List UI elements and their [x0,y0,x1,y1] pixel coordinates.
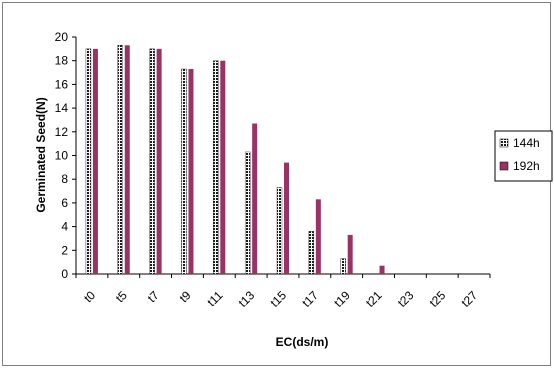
bar-144h-t15 [276,187,283,275]
y-tick-label: 14 [55,101,69,115]
y-axis-title: Germinated Seed(N) [34,97,48,212]
bars [85,45,385,275]
bar-192h-t9 [188,68,194,275]
x-tick-label: t25 [427,288,449,310]
bar-192h-t11 [220,60,226,275]
bar-144h-t5 [117,45,123,275]
bar-192h-t13 [252,123,258,274]
legend: 144h 192h [494,130,553,182]
bar-144h-t0 [85,48,92,275]
y-tick-label: 16 [55,77,69,91]
legend-swatch-144h [499,138,509,148]
x-tick-label: t0 [81,288,98,305]
bar-192h-t21 [379,265,385,274]
x-tick-label: t13 [236,288,258,310]
x-tick-label: t9 [177,288,194,305]
y-tick-label: 0 [61,267,68,281]
bar-144h-t19 [340,258,346,275]
x-tick-label: t15 [267,288,289,310]
x-tick-label: t17 [299,288,321,310]
bar-144h-t13 [244,151,251,275]
y-tick-labels: 0 2 4 6 8 10 12 14 16 18 20 [55,30,76,281]
bar-192h-t5 [124,45,130,274]
bar-144h-t11 [213,60,219,275]
bar-144h-t7 [149,48,155,275]
bar-192h-t15 [284,162,289,274]
bar-144h-t17 [308,231,315,275]
y-tick-label: 2 [61,243,68,257]
legend-swatch-192h [499,161,509,171]
x-tick-label: t21 [363,288,385,310]
x-tick-label: t7 [145,288,162,305]
bar-192h-t7 [156,48,162,274]
y-tick-label: 4 [61,220,68,234]
bar-192h-t19 [347,234,353,274]
y-tick-label: 12 [55,125,69,139]
legend-label-192h: 192h [513,159,540,173]
y-tick-label: 8 [61,172,68,186]
x-tick-label: t23 [395,288,417,310]
bar-192h-t0 [92,48,98,274]
x-tick-label: t27 [458,288,480,310]
y-tick-label: 10 [55,149,69,163]
x-tick-label: t19 [331,288,353,310]
plot-area [75,37,490,275]
y-tick-label: 18 [55,54,69,68]
y-tick-label: 20 [55,30,69,44]
bar-192h-t17 [315,199,321,274]
legend-label-144h: 144h [513,136,540,150]
x-axis-title: EC(ds/m) [276,335,329,349]
x-tick-label: t5 [113,288,130,305]
bar-144h-t9 [181,68,187,275]
y-tick-label: 6 [61,196,68,210]
x-tick-labels: t0 t5 t7 t9 t11 t13 t15 t17 t19 t21 t23 t25 t27 [75,274,491,310]
x-tick-label: t11 [204,288,225,309]
